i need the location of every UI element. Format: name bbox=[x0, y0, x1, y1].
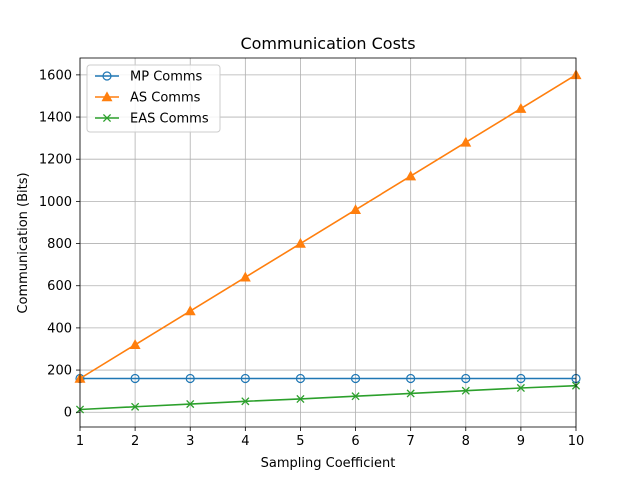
y-tick-label: 1000 bbox=[39, 195, 72, 210]
legend-entry-as-comms: AS Comms bbox=[95, 91, 201, 106]
as-comms-point bbox=[129, 339, 141, 350]
x-marker-stroke bbox=[102, 113, 112, 123]
y-tick-label: 0 bbox=[64, 406, 72, 421]
y-tick-label: 800 bbox=[47, 237, 72, 252]
as-comms-point bbox=[350, 204, 362, 215]
legend-entry-mp-comms: MP Comms bbox=[95, 70, 203, 85]
x-marker-stroke bbox=[461, 386, 470, 395]
y-tick-label: 1400 bbox=[39, 111, 72, 126]
mp-comms-point bbox=[461, 373, 471, 384]
eas-comms-point bbox=[241, 397, 250, 406]
legend-swatch-marker bbox=[101, 91, 113, 102]
legend: MP Comms AS Comms EAS Comms bbox=[86, 64, 221, 133]
legend-entry-eas-comms: EAS Comms bbox=[95, 112, 209, 127]
mp-comms-series bbox=[75, 373, 581, 384]
mp-comms-point bbox=[406, 373, 416, 384]
y-tick-label: 400 bbox=[47, 321, 72, 336]
legend-label: MP Comms bbox=[130, 70, 203, 85]
legend-box bbox=[86, 64, 221, 133]
x-tick-label: 5 bbox=[296, 434, 304, 449]
x-marker-stroke bbox=[516, 383, 525, 393]
x-tick-label: 4 bbox=[241, 434, 249, 449]
axis-ticks: 1 2 3 4 5 6 7 8 9 10 0 200 400 600 800 1000 1200 1400 1600 bbox=[39, 68, 584, 449]
x-marker-stroke bbox=[406, 389, 415, 398]
mp-comms-point bbox=[295, 373, 306, 384]
as-comms-point bbox=[460, 136, 472, 147]
plot-frame bbox=[79, 57, 577, 428]
eas-comms-point bbox=[186, 399, 195, 409]
eas-comms-point bbox=[296, 394, 305, 404]
y-tick-label: 1200 bbox=[39, 153, 72, 168]
eas-comms-point bbox=[131, 402, 140, 411]
x-marker-stroke bbox=[186, 399, 195, 409]
y-tick-label: 600 bbox=[47, 279, 72, 294]
x-marker-stroke bbox=[351, 392, 360, 401]
eas-comms-point bbox=[516, 383, 525, 393]
x-tick-label: 6 bbox=[351, 434, 359, 449]
as-comms-line bbox=[79, 74, 577, 380]
x-marker-stroke bbox=[296, 394, 305, 404]
x-tick-label: 3 bbox=[186, 434, 194, 449]
x-tick-label: 9 bbox=[517, 434, 525, 449]
as-comms-point bbox=[405, 170, 417, 181]
mp-comms-point bbox=[185, 373, 195, 384]
as-comms-point bbox=[294, 237, 306, 248]
chart-title: Communication Costs bbox=[240, 34, 415, 53]
eas-comms-point bbox=[461, 386, 470, 395]
legend-label: EAS Comms bbox=[130, 112, 209, 127]
x-axis-title: Sampling Coefficient bbox=[261, 456, 396, 471]
legend-swatch-marker bbox=[102, 113, 112, 123]
as-comms-point bbox=[515, 102, 527, 113]
y-axis-title: Communication (Bits) bbox=[16, 172, 31, 313]
x-tick-label: 10 bbox=[568, 434, 585, 449]
mp-comms-point bbox=[240, 373, 250, 384]
y-tick-label: 1600 bbox=[39, 68, 72, 83]
eas-comms-point bbox=[406, 389, 415, 398]
mp-comms-point bbox=[350, 373, 361, 384]
eas-comms-line bbox=[79, 384, 577, 411]
x-tick-label: 7 bbox=[407, 434, 415, 449]
y-tick-label: 200 bbox=[47, 364, 72, 379]
legend-label: AS Comms bbox=[130, 91, 201, 106]
x-tick-label: 8 bbox=[462, 434, 470, 449]
x-tick-label: 1 bbox=[76, 434, 84, 449]
legend-swatch-marker bbox=[102, 71, 112, 81]
mp-comms-point bbox=[130, 373, 140, 384]
as-comms-point bbox=[184, 305, 196, 316]
as-comms-point bbox=[239, 271, 251, 282]
mp-comms-point bbox=[516, 373, 526, 384]
series-layer bbox=[74, 69, 582, 414]
eas-comms-point bbox=[351, 392, 360, 401]
x-marker-stroke bbox=[131, 402, 140, 411]
x-tick-label: 2 bbox=[131, 434, 139, 449]
x-marker-stroke bbox=[241, 397, 250, 406]
